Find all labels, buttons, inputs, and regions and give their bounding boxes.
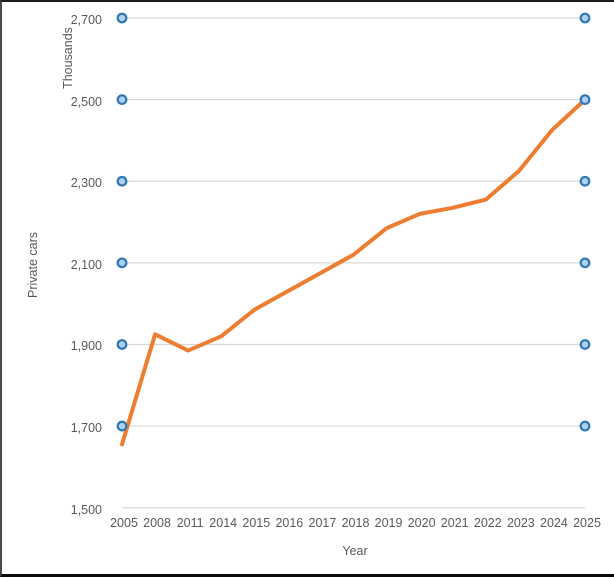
y-axis-units-label: Thousands	[61, 27, 75, 89]
gridline-selection-handle[interactable]	[579, 257, 591, 269]
x-tick-label: 2025	[573, 516, 601, 530]
x-tick-label: 2022	[473, 516, 502, 530]
y-tick-label: 1,700	[70, 421, 102, 436]
x-tick-label: 2005	[110, 516, 138, 530]
y-tick-label: 2,500	[70, 94, 102, 109]
y-tick-label: 1,900	[70, 339, 102, 354]
x-tick-label: 2021	[440, 516, 469, 530]
x-tick-label: 2015	[242, 516, 271, 530]
series-line-private-cars[interactable]	[120, 97, 587, 447]
gridline-selection-handle[interactable]	[579, 420, 591, 432]
x-tick-label: 2023	[506, 516, 535, 530]
x-tick-label: 2011	[176, 516, 204, 530]
y-tick-label: 2,300	[70, 176, 102, 191]
gridline-selection-handle[interactable]	[116, 94, 128, 106]
x-tick-label: 2017	[308, 516, 337, 530]
y-tick-label: 2,100	[70, 257, 102, 272]
x-axis-title: Year	[342, 544, 368, 558]
gridline-selection-handle[interactable]	[116, 420, 128, 432]
x-tick-label: 2014	[209, 516, 238, 530]
y-tick-label: 2,700	[70, 13, 102, 27]
y-axis-title: Private cars	[26, 232, 40, 298]
gridline-selection-handle[interactable]	[116, 12, 128, 24]
x-tick-label: 2024	[540, 516, 568, 530]
gridline-selection-handle[interactable]	[579, 339, 591, 350]
x-tick-label: 2018	[341, 516, 370, 530]
gridline-selection-handle[interactable]	[579, 12, 591, 24]
gridline-selection-handle[interactable]	[116, 257, 128, 269]
gridline-selection-handle[interactable]	[579, 175, 591, 187]
x-tick-label: 2020	[407, 516, 436, 530]
y-tick-label: 1,500	[70, 502, 102, 517]
x-tick-label: 2008	[143, 516, 171, 530]
x-tick-label: 2019	[374, 516, 403, 530]
x-tick-label: 2016	[275, 516, 304, 530]
gridline-selection-handle[interactable]	[116, 339, 128, 350]
gridline-selection-handle[interactable]	[579, 94, 591, 106]
gridline-selection-handle[interactable]	[116, 175, 128, 187]
